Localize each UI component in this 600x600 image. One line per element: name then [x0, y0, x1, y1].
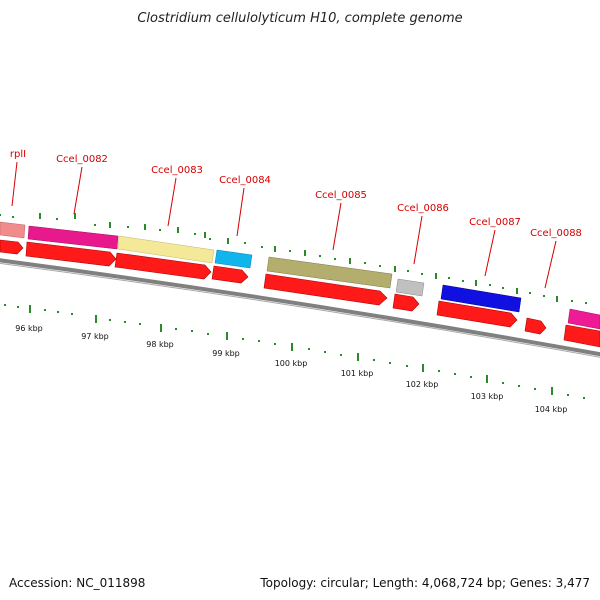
- cds-arrow-next: [563, 324, 600, 348]
- gene-label-ccel-0087: Ccel_0087: [469, 217, 521, 228]
- gene-block-ccel-0084: [214, 249, 253, 269]
- gene-block-ccel-0085: [266, 256, 393, 289]
- gene-label-ccel-0086: Ccel_0086: [397, 203, 449, 214]
- gene-block-ccel-0082: [27, 225, 119, 250]
- outer-tick-ring: [0, 213, 587, 304]
- accession-text: Accession: NC_011898: [9, 576, 145, 590]
- cds-arrow-ccel-0084: [211, 265, 249, 284]
- gene-label-ccel-0088: Ccel_0088: [530, 228, 582, 239]
- label-leader-lines: [11, 161, 557, 289]
- cds-arrow-ccel-0085: [263, 273, 388, 306]
- kbp-labels: 96 kbp 97 kbp 98 kbp 99 kbp 100 kbp 101 …: [15, 324, 567, 414]
- kbp-label-100: 100 kbp: [275, 359, 308, 368]
- cds-arrow-rpli: [0, 239, 24, 255]
- gene-block-ccel-0083: [117, 235, 215, 264]
- cds-arrow-ccel-0083: [114, 252, 212, 280]
- gene-label-ccel-0085: Ccel_0085: [315, 190, 367, 201]
- cog-gene-blocks: [0, 221, 600, 330]
- gene-label-ccel-0083: Ccel_0083: [151, 165, 203, 176]
- kbp-label-97: 97 kbp: [81, 332, 109, 341]
- gene-block-ccel-0088: [567, 308, 600, 330]
- genome-summary-text: Topology: circular; Length: 4,068,724 bp…: [259, 576, 590, 590]
- cds-arrow-ccel-0087: [436, 300, 518, 328]
- gene-label-rpli: rplI: [10, 149, 26, 160]
- cds-arrow-ccel-0086: [392, 293, 420, 312]
- kbp-tick-ring: [4, 304, 585, 399]
- genome-backbone: [0, 258, 600, 357]
- kbp-label-102: 102 kbp: [406, 380, 439, 389]
- kbp-label-104: 104 kbp: [535, 405, 568, 414]
- gene-labels: rplI Ccel_0082 Ccel_0083 Ccel_0084 Ccel_…: [10, 149, 582, 239]
- cds-arrow-ccel-0082: [25, 241, 117, 267]
- cds-arrows: [0, 239, 600, 348]
- gene-block-ccel-0087: [440, 284, 522, 313]
- gene-block-rpli: [0, 221, 26, 239]
- kbp-label-101: 101 kbp: [341, 369, 374, 378]
- kbp-label-103: 103 kbp: [471, 392, 504, 401]
- gene-label-ccel-0084: Ccel_0084: [219, 175, 271, 186]
- kbp-label-98: 98 kbp: [146, 340, 174, 349]
- genome-backbone-shadow: [0, 262, 600, 358]
- gene-block-ccel-0086: [395, 278, 425, 297]
- cds-arrow-ccel-0088: [524, 317, 547, 335]
- gene-label-ccel-0082: Ccel_0082: [56, 154, 108, 165]
- kbp-label-99: 99 kbp: [212, 349, 240, 358]
- map-title: Clostridium cellulolyticum H10, complete…: [137, 11, 462, 26]
- kbp-label-96: 96 kbp: [15, 324, 43, 333]
